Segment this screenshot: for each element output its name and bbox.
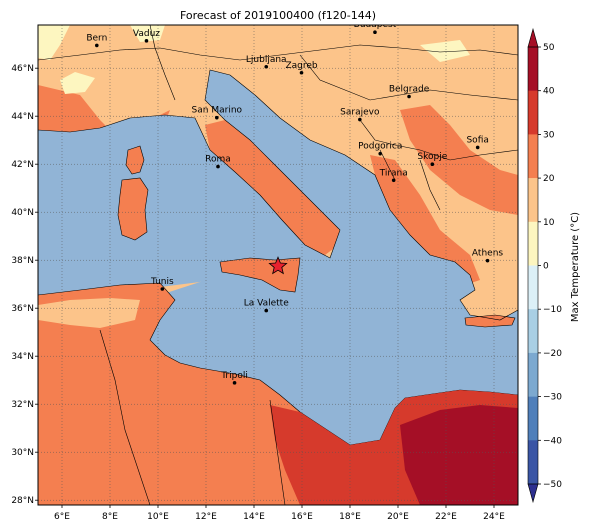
star-icon xyxy=(268,256,288,275)
city-label: Tunis xyxy=(150,277,174,287)
city-label: Zagreb xyxy=(285,61,317,71)
colorbar-bin xyxy=(528,90,538,135)
lat-tick-label: 28°N xyxy=(11,496,34,506)
figure-title: Forecast of 2019100400 (f120-144) xyxy=(180,9,376,22)
colorbar-bin xyxy=(528,352,538,397)
city-dot xyxy=(391,178,396,183)
lat-tick-label: 30°N xyxy=(11,448,34,458)
city-label: Tripoli xyxy=(220,371,248,381)
city-label: Roma xyxy=(205,155,231,165)
city-label: Budapest xyxy=(354,20,397,30)
lon-tick-label: 20°E xyxy=(387,512,409,522)
colorbar-tick-label: 0 xyxy=(543,262,549,272)
city-label: La Valette xyxy=(244,299,289,309)
city-label: Tirana xyxy=(379,168,408,178)
lon-tick-label: 22°E xyxy=(435,512,457,522)
lon-tick-label: 14°E xyxy=(243,512,265,522)
city-label: Bern xyxy=(86,33,107,43)
land-warm-patch-italy xyxy=(205,120,345,255)
colorbar: −50 −40 −30 −20 −10 0 10 20 30 40 50 xyxy=(527,27,562,504)
city-label: Athens xyxy=(472,249,503,259)
lat-tick-label: 32°N xyxy=(11,400,34,410)
lon-tick-label: 6°E xyxy=(54,512,70,522)
city-label: Sofia xyxy=(466,135,488,145)
colorbar-bin xyxy=(528,396,538,441)
colorbar-tick-label: 10 xyxy=(543,218,555,228)
crete xyxy=(464,314,516,328)
lat-tick-label: 34°N xyxy=(11,352,34,362)
colorbar-bin xyxy=(528,178,538,223)
city-dot xyxy=(95,43,99,48)
lat-tick-labels: 28°N 30°N 32°N 34°N 36°N 38°N 40°N 42°N 44°N 46°N xyxy=(11,64,38,506)
city-label: Ljubljana xyxy=(246,55,287,65)
city-dot xyxy=(299,70,304,75)
lon-tick-labels: 6°E 8°E 10°E 12°E 14°E 16°E 18°E 20°E 22°E 24°E xyxy=(54,505,505,522)
lat-tick-label: 44°N xyxy=(11,112,34,122)
colorbar-tick-label: −20 xyxy=(543,349,562,359)
colorbar-tick-label: 20 xyxy=(543,174,555,184)
colorbar-extend-max xyxy=(527,27,539,48)
lat-tick-label: 38°N xyxy=(11,256,34,266)
colorbar-tick-label: −40 xyxy=(543,436,562,446)
lat-tick-label: 36°N xyxy=(11,304,34,314)
land-warm-patch-east xyxy=(400,105,518,215)
location-star-marker xyxy=(268,256,288,275)
lat-tick-label: 40°N xyxy=(11,208,34,218)
land-cool-patch-north xyxy=(38,25,470,94)
lat-tick-label: 42°N xyxy=(11,160,34,170)
colorbar-tick-label: 40 xyxy=(543,87,555,97)
lon-tick-label: 18°E xyxy=(339,512,361,522)
city-dot xyxy=(475,145,480,150)
colorbar-tick-label: −30 xyxy=(543,393,562,403)
colorbar-bin xyxy=(528,47,538,91)
colorbar-tick-label: −50 xyxy=(543,480,562,490)
north-africa-cool-band xyxy=(38,298,140,328)
corsica xyxy=(125,145,145,175)
city-label: Belgrade xyxy=(389,85,430,95)
colorbar-bin xyxy=(528,265,538,310)
colorbar-tick-label: 30 xyxy=(543,130,555,140)
lon-tick-label: 16°E xyxy=(291,512,313,522)
city-dot xyxy=(144,39,149,43)
lon-tick-label: 8°E xyxy=(102,512,118,522)
city-dot xyxy=(378,151,383,156)
sardinia xyxy=(117,177,149,241)
coast-and-borders xyxy=(38,25,518,505)
land-warm-patch-balkans xyxy=(370,155,480,290)
colorbar-bin xyxy=(528,221,538,266)
city-label: Skopje xyxy=(417,152,447,162)
city-dot xyxy=(232,381,237,385)
city-label: San Marino xyxy=(192,106,243,116)
colorbar-tick-label: −10 xyxy=(543,305,562,315)
colorbar-extend-min xyxy=(527,483,539,504)
city-dot xyxy=(485,258,490,263)
lat-tick-label: 46°N xyxy=(11,64,34,74)
north-africa-hottest-region xyxy=(400,405,518,505)
map-frame xyxy=(37,24,519,506)
city-dot xyxy=(160,287,165,291)
city-label: Sarajevo xyxy=(340,108,380,118)
city-dot xyxy=(373,30,377,34)
lon-tick-label: 24°E xyxy=(483,512,505,522)
city-dot xyxy=(358,117,362,122)
city-dot xyxy=(264,308,269,313)
city-dot xyxy=(430,162,435,166)
city-dot xyxy=(215,115,219,120)
colorbar-bin xyxy=(528,134,538,179)
city-label: Podgorica xyxy=(358,142,402,152)
city-label: Vaduz xyxy=(133,29,160,39)
colorbar-bin xyxy=(528,309,538,354)
city-dot xyxy=(216,164,220,169)
lon-tick-label: 10°E xyxy=(147,512,169,522)
city-dot xyxy=(264,64,269,69)
city-dot xyxy=(407,94,411,99)
colorbar-label: Max Temperature (°C) xyxy=(570,212,581,322)
colorbar-tick-label: 50 xyxy=(543,43,555,53)
lon-tick-label: 12°E xyxy=(195,512,217,522)
colorbar-bin xyxy=(528,440,538,485)
